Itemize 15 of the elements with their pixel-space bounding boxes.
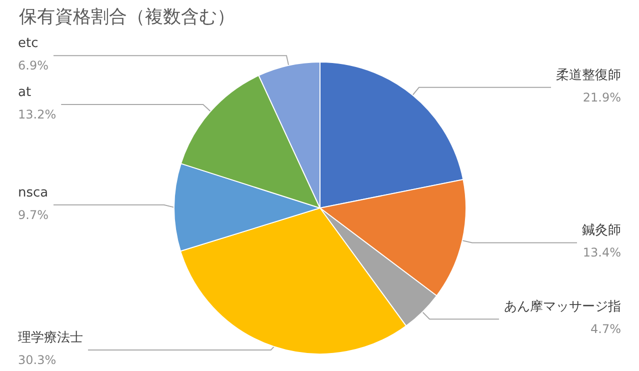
data-label: 6.9%	[18, 58, 48, 73]
data-label: 13.4%	[582, 246, 621, 260]
slice-label: 理学療法士	[18, 330, 83, 346]
slice-label: あん摩マッサージ指	[504, 300, 621, 315]
data-label: 21.9%	[582, 90, 621, 104]
slice-label: etc	[18, 36, 38, 52]
slice-label: 鍼灸師	[582, 223, 621, 238]
slice-label: 柔道整復師	[556, 68, 621, 83]
slice-label: at	[18, 84, 32, 100]
data-label: 9.7%	[18, 208, 48, 222]
chart-title: 保有資格割合（複数含む）	[19, 6, 235, 28]
data-label: 13.2%	[18, 107, 56, 122]
slice-label: nsca	[18, 185, 48, 200]
data-label: 4.7%	[590, 322, 621, 336]
data-label: 30.3%	[18, 353, 56, 367]
